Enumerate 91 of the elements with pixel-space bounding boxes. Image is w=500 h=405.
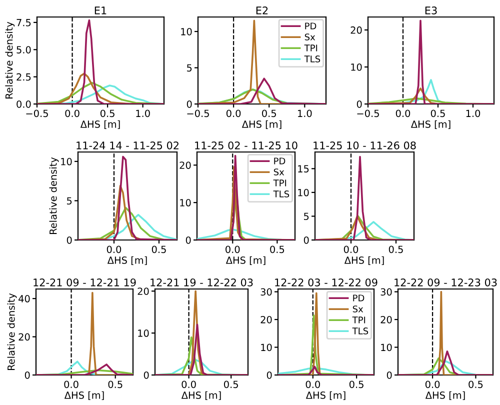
chart-title: 11-24 14 - 11-25 02 bbox=[76, 141, 178, 150]
y-tick-label: 5 bbox=[67, 197, 72, 205]
x-tick-label: 0.0 bbox=[106, 246, 122, 254]
y-axis-title: Relative density bbox=[5, 22, 15, 99]
y-tick-label: 10 bbox=[181, 28, 192, 36]
y-tick-label: 30 bbox=[380, 288, 392, 296]
legend-label: PD bbox=[274, 158, 286, 164]
legend-label: Sx bbox=[274, 168, 284, 176]
y-tick-label: 10 bbox=[61, 158, 72, 166]
y-axis-title: Relative density bbox=[7, 293, 17, 370]
x-axis-title: ΔHS [m] bbox=[181, 391, 221, 400]
y-tick-label: 5 bbox=[187, 64, 192, 72]
y-tick-label: 0 bbox=[66, 236, 72, 244]
legend-label: PD bbox=[305, 22, 316, 30]
x-axis-title: ΔHS [m] bbox=[80, 120, 120, 130]
legend-label: TLS bbox=[273, 190, 290, 198]
y-tick-label: 10 bbox=[180, 199, 191, 206]
x-axis-title: ΔHS [m] bbox=[107, 256, 147, 266]
line-series bbox=[37, 19, 164, 104]
legend-label: Sx bbox=[304, 34, 316, 40]
y-tick-label: 0 bbox=[386, 371, 392, 379]
chart-title: 12-22 03 - 12-22 09 bbox=[275, 278, 378, 286]
x-tick-label: 0.5 bbox=[108, 380, 122, 388]
y-tick-label: 5 bbox=[304, 212, 309, 220]
y-tick-label: 2.5 bbox=[16, 73, 31, 81]
x-axis-title: ΔHS [m] bbox=[64, 391, 104, 400]
legend-label: TPI bbox=[273, 180, 286, 186]
x-axis-title: ΔHS [m] bbox=[242, 120, 282, 130]
x-tick-label: 1.0 bbox=[298, 110, 312, 118]
chart-title: 12-22 09 - 12-23 03 bbox=[394, 278, 497, 286]
x-tick-label: −0.5 bbox=[26, 110, 48, 118]
chart-title: E3 bbox=[425, 6, 437, 14]
y-tick-label: 20 bbox=[180, 162, 191, 169]
x-tick-label: 0.5 bbox=[430, 110, 445, 118]
x-tick-label: −0.5 bbox=[357, 110, 379, 118]
y-tick-label: 0 bbox=[144, 371, 149, 379]
chart-title: E2 bbox=[256, 6, 268, 14]
x-tick-label: 1.0 bbox=[466, 110, 480, 118]
chart-title: E1 bbox=[94, 6, 106, 14]
x-axis-title: ΔHS [m] bbox=[410, 120, 450, 130]
y-tick-label: 0 bbox=[24, 371, 30, 379]
x-tick-label: 0.5 bbox=[349, 380, 364, 388]
legend-label: PD bbox=[353, 294, 364, 302]
x-axis-title: ΔHS [m] bbox=[306, 391, 346, 400]
y-tick-label: 30 bbox=[260, 288, 272, 296]
legend-label: TLS bbox=[352, 328, 368, 334]
y-tick-label: 10 bbox=[138, 330, 149, 337]
legend-label: TLS bbox=[304, 56, 320, 62]
y-tick-label: 10 bbox=[351, 63, 362, 71]
x-tick-label: 0.0 bbox=[396, 110, 410, 118]
chart-title: 11-25 10 - 11-26 08 bbox=[314, 141, 416, 150]
y-tick-label: 0.0 bbox=[16, 100, 31, 108]
x-tick-label: 0.5 bbox=[224, 380, 238, 388]
chart-title: 12-21 09 - 12-21 19 bbox=[34, 278, 136, 286]
y-tick-label: 10 bbox=[298, 188, 309, 196]
x-tick-label: 0.5 bbox=[270, 246, 284, 254]
y-tick-label: 5.0 bbox=[16, 46, 31, 54]
chart-title: 11-25 02 - 11-25 10 bbox=[195, 141, 298, 150]
x-tick-label: 0.5 bbox=[388, 246, 403, 254]
x-tick-label: 0.5 bbox=[468, 380, 483, 388]
legend-label: TPI bbox=[352, 316, 366, 324]
y-tick-label: 0 bbox=[266, 371, 272, 379]
x-tick-label: 0.5 bbox=[262, 110, 276, 118]
x-axis-title: ΔHS [m] bbox=[425, 391, 465, 400]
chart-title: 12-21 19 - 12-22 03 bbox=[150, 278, 253, 286]
x-tick-label: −0.5 bbox=[187, 110, 209, 118]
x-axis-title: ΔHS [m] bbox=[226, 256, 266, 266]
y-tick-label: 15 bbox=[298, 165, 309, 172]
x-axis-title: ΔHS [m] bbox=[344, 256, 384, 266]
y-tick-label: 0 bbox=[356, 100, 362, 108]
x-tick-label: 0.0 bbox=[425, 380, 440, 388]
y-tick-label: 0 bbox=[304, 236, 309, 244]
x-tick-label: 0.0 bbox=[226, 246, 240, 254]
legend-label: Sx bbox=[352, 306, 364, 312]
y-tick-label: 10 bbox=[261, 344, 272, 352]
x-tick-label: 0.5 bbox=[152, 246, 166, 254]
y-tick-label: 20 bbox=[380, 316, 392, 324]
y-tick-label: 0 bbox=[186, 236, 191, 244]
x-tick-label: 0.0 bbox=[226, 110, 241, 118]
y-tick-label: 20 bbox=[350, 26, 362, 34]
y-axis-title: Relative density bbox=[49, 157, 59, 234]
y-tick-label: 10 bbox=[381, 344, 392, 352]
y-tick-label: 40 bbox=[18, 295, 30, 302]
y-tick-label: 0 bbox=[186, 100, 192, 108]
x-tick-label: 0.5 bbox=[100, 110, 114, 118]
x-tick-label: 1.0 bbox=[136, 110, 150, 118]
legend-label: TPI bbox=[304, 44, 318, 52]
y-tick-label: 20 bbox=[260, 316, 272, 324]
y-tick-label: 20 bbox=[18, 333, 30, 341]
y-tick-label: 7.5 bbox=[16, 19, 31, 26]
y-tick-label: 20 bbox=[138, 288, 149, 295]
